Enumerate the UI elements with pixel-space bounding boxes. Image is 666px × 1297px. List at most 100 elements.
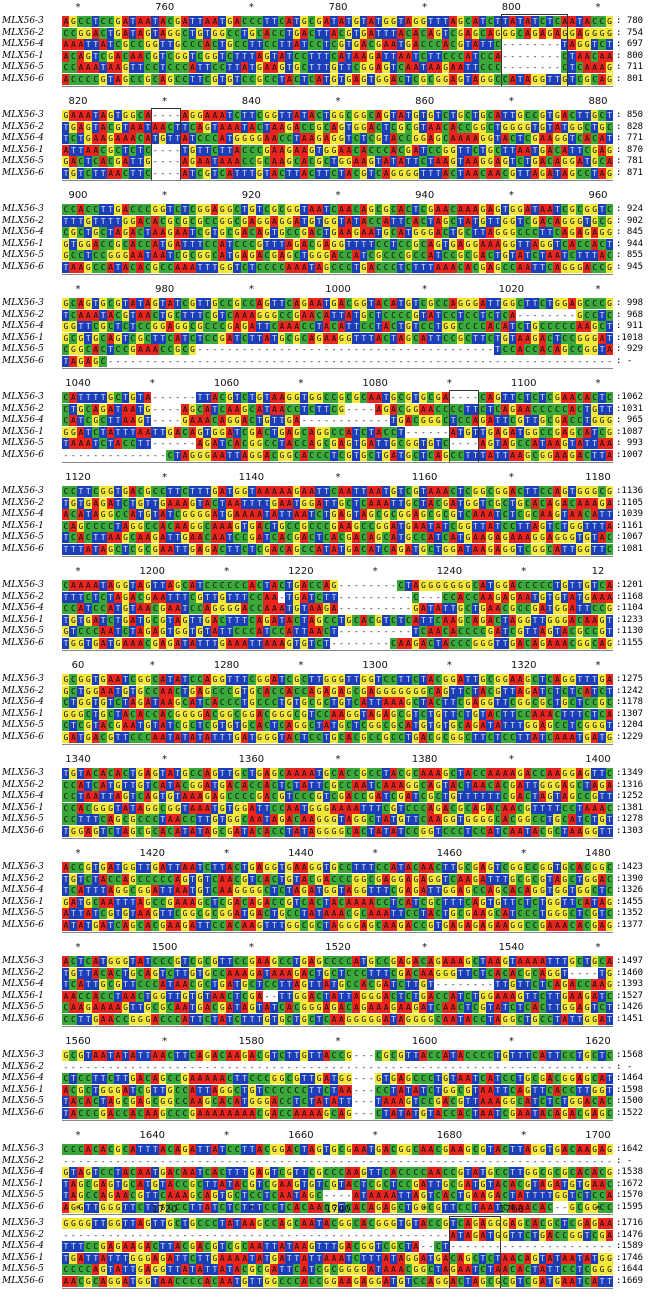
nucleotide-cell: T: [553, 167, 562, 179]
nucleotide-cell: T: [292, 133, 301, 144]
nucleotide-cell: A: [426, 62, 435, 73]
nucleotide-cell: A: [411, 27, 420, 39]
nucleotide-cell: A: [583, 50, 592, 62]
ruler-tick-marker: *: [446, 660, 452, 671]
nucleotide-cell: A: [464, 27, 473, 39]
nucleotide-cell: T: [248, 167, 257, 179]
nucleotide-cell: A: [292, 215, 301, 227]
nucleotide-cell: T: [106, 215, 115, 227]
nucleotide-cell: C: [158, 215, 167, 227]
nucleotide-cell: T: [248, 62, 257, 73]
nucleotide-cell: C: [344, 261, 353, 273]
nucleotide-cell: A: [129, 50, 137, 62]
sequence-row: MLX56-5 T A A A T C T A C C T T - - - - - - A G A T C A C G G C C T A C C…: [0, 438, 666, 449]
nucleotide-cell: T: [516, 133, 525, 144]
nucleotide-cell: C: [240, 261, 249, 273]
nucleotide-cell: A: [575, 156, 584, 167]
sequence-end-position: :1233: [616, 614, 644, 625]
nucleotide-cell: A: [69, 261, 78, 273]
nucleotide-cell: C: [188, 204, 197, 215]
nucleotide-cell: A: [434, 227, 443, 238]
nucleotide-cell: A: [196, 121, 204, 133]
nucleotide-cell: C: [404, 204, 413, 215]
nucleotide-cell: C: [292, 156, 301, 167]
nucleotide-cell: G: [389, 167, 398, 179]
nucleotide-cell: A: [411, 144, 420, 156]
alignment-gap: -: [545, 50, 554, 62]
sequence-end-position: : 850: [616, 110, 644, 120]
nucleotide-cell: G: [330, 62, 338, 73]
nucleotide-cell: A: [560, 167, 569, 179]
nucleotide-cell: T: [173, 133, 182, 144]
nucleotide-cell: G: [143, 73, 152, 85]
nucleotide-cell: T: [344, 238, 353, 250]
nucleotide-cell: C: [129, 261, 137, 273]
nucleotide-cell: G: [545, 27, 554, 39]
nucleotide-cell: G: [330, 73, 338, 85]
nucleotide-cell: T: [196, 16, 204, 27]
nucleotide-cell: A: [158, 27, 167, 39]
ruler-position-label: 1340: [65, 754, 91, 765]
nucleotide-cell: A: [337, 16, 346, 27]
nucleotide-cell: T: [411, 50, 420, 62]
nucleotide-cell: A: [367, 261, 376, 273]
sequence-name: MLX56-2: [2, 27, 44, 38]
nucleotide-cell: G: [91, 227, 100, 238]
nucleotide-cell: G: [106, 50, 115, 62]
nucleotide-cell: T: [76, 167, 85, 179]
nucleotide-cell: C: [516, 156, 525, 167]
nucleotide-cell: G: [263, 227, 271, 238]
nucleotide-cell: A: [76, 204, 85, 215]
nucleotide-cell: T: [240, 204, 249, 215]
nucleotide-cell: T: [545, 16, 554, 27]
nucleotide-cell: A: [330, 27, 338, 39]
nucleotide-cell: A: [560, 144, 569, 156]
sequence-name: MLX56-5: [2, 344, 44, 354]
nucleotide-cell: G: [151, 261, 160, 273]
sequence-end-position: :1229: [616, 731, 644, 742]
block-separator: [62, 274, 613, 275]
ruler-tick-marker: *: [335, 472, 341, 483]
nucleotide-cell: C: [188, 215, 197, 227]
nucleotide-cell: G: [255, 133, 264, 144]
nucleotide-cell: C: [136, 227, 145, 238]
nucleotide-cell: T: [263, 167, 271, 179]
nucleotide-cell: G: [605, 215, 613, 227]
block-separator: [62, 368, 613, 369]
nucleotide-cell: G: [501, 215, 510, 227]
nucleotide-cell: T: [300, 215, 309, 227]
nucleotide-cell: T: [456, 144, 465, 156]
nucleotide-cell: A: [486, 261, 495, 273]
nucleotide-cell: G: [255, 215, 264, 227]
nucleotide-cell: A: [173, 261, 182, 273]
nucleotide-cell: A: [285, 16, 294, 27]
nucleotide-cell: A: [545, 144, 554, 156]
nucleotide-cell: A: [553, 27, 562, 39]
nucleotide-cell: C: [449, 167, 458, 179]
nucleotide-cell: G: [248, 133, 257, 144]
nucleotide-cell: G: [590, 156, 599, 167]
alignment-gap: -: [508, 39, 517, 50]
nucleotide-cell: G: [382, 73, 391, 85]
sequence-end-position: :1201: [616, 580, 644, 590]
nucleotide-cell: C: [225, 227, 234, 238]
nucleotide-cell: G: [359, 110, 368, 121]
nucleotide-cell: G: [173, 16, 182, 27]
nucleotide-cell: C: [84, 204, 93, 215]
nucleotide-cell: A: [91, 144, 100, 156]
nucleotide-cell: C: [330, 167, 338, 179]
nucleotide-cell: T: [464, 39, 473, 50]
nucleotide-cell: A: [404, 50, 413, 62]
nucleotide-cell: A: [367, 227, 376, 238]
alignment-gap: -: [173, 144, 182, 156]
nucleotide-cell: A: [307, 110, 316, 121]
nucleotide-cell: T: [404, 227, 413, 238]
alignment-gap: -: [531, 50, 540, 62]
nucleotide-cell: G: [456, 16, 465, 27]
alignment-gap: -: [538, 39, 547, 50]
nucleotide-cell: C: [270, 73, 279, 85]
nucleotide-cell: G: [523, 121, 532, 133]
nucleotide-cell: G: [158, 133, 167, 144]
nucleotide-cell: A: [501, 133, 510, 144]
